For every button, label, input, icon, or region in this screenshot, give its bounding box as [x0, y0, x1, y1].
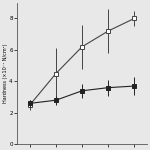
Y-axis label: Hardness (×10⁻¹ N/cm²): Hardness (×10⁻¹ N/cm²): [3, 44, 8, 103]
